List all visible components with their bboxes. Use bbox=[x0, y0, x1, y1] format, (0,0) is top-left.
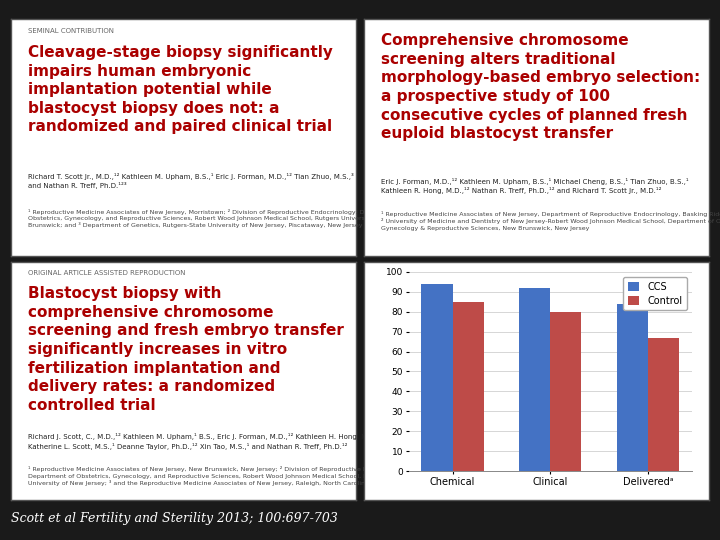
Text: Cleavage-stage biopsy significantly
impairs human embryonic
implantation potenti: Cleavage-stage biopsy significantly impa… bbox=[28, 45, 333, 134]
Text: ORIGINAL ARTICLE ASSISTED REPRODUCTION: ORIGINAL ARTICLE ASSISTED REPRODUCTION bbox=[28, 269, 186, 275]
Text: Eric J. Forman, M.D.,¹² Kathleen M. Upham, B.S.,¹ Michael Cheng, B.S.,¹ Tian Zhu: Eric J. Forman, M.D.,¹² Kathleen M. Upha… bbox=[381, 178, 688, 194]
Text: Scott et al Fertility and Sterility 2013; 100:697-703: Scott et al Fertility and Sterility 2013… bbox=[11, 512, 338, 525]
Text: SEMINAL CONTRIBUTION: SEMINAL CONTRIBUTION bbox=[28, 29, 114, 35]
Text: ¹ Reproductive Medicine Associates of New Jersey, New Brunswick, New Jersey; ² D: ¹ Reproductive Medicine Associates of Ne… bbox=[28, 467, 410, 486]
Text: Richard T. Scott Jr., M.D.,¹² Kathleen M. Upham, B.S.,¹ Eric J. Forman, M.D.,¹² : Richard T. Scott Jr., M.D.,¹² Kathleen M… bbox=[28, 173, 354, 190]
Bar bbox=[453, 302, 484, 471]
Bar bbox=[550, 312, 582, 471]
Text: ¹ Reproductive Medicine Associates of New Jersey, Morristown; ² Division of Repr: ¹ Reproductive Medicine Associates of Ne… bbox=[28, 208, 408, 228]
Text: Comprehensive chromosome
screening alters traditional
morphology-based embryo se: Comprehensive chromosome screening alter… bbox=[381, 33, 700, 141]
Bar bbox=[519, 288, 550, 471]
Text: Blastocyst biopsy with
comprehensive chromosome
screening and fresh embryo trans: Blastocyst biopsy with comprehensive chr… bbox=[28, 286, 344, 413]
Bar bbox=[616, 304, 648, 471]
Text: ¹ Reproductive Medicine Associates of New Jersey, Department of Reproductive End: ¹ Reproductive Medicine Associates of Ne… bbox=[381, 211, 720, 231]
Text: Richard J. Scott, C., M.D.,¹² Kathleen M. Upham,¹ B.S., Eric J. Forman, M.D.,¹² : Richard J. Scott, C., M.D.,¹² Kathleen M… bbox=[28, 433, 382, 449]
Bar bbox=[648, 338, 679, 471]
Legend: CCS, Control: CCS, Control bbox=[623, 277, 687, 310]
Bar bbox=[421, 284, 453, 471]
